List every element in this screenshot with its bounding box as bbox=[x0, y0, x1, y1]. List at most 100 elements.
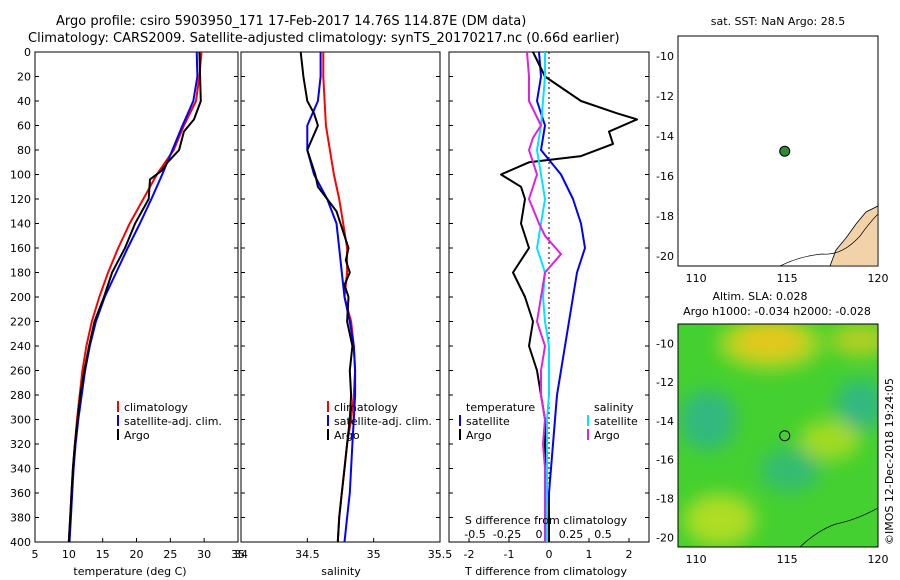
map-x-tick-label: 120 bbox=[868, 553, 889, 566]
temperature-xlabel: temperature (deg C) bbox=[73, 565, 186, 578]
map-y-tick-label: -12 bbox=[656, 376, 674, 389]
legend-label-temp-argo: Argo bbox=[466, 429, 492, 442]
sla-yellow-blob bbox=[830, 324, 878, 356]
x-tick-label: 25 bbox=[163, 548, 177, 561]
y-tick-label: 320 bbox=[10, 438, 31, 451]
sla-map-title: Altim. SLA: 0.028 bbox=[712, 290, 807, 303]
y-tick-label: 360 bbox=[10, 487, 31, 500]
sla-blobs bbox=[680, 324, 878, 546]
temperature-axes bbox=[34, 51, 239, 543]
map-y-tick-label: -12 bbox=[656, 90, 674, 103]
x-tick-label: 35.5 bbox=[428, 548, 453, 561]
series-line-argo bbox=[299, 52, 354, 542]
map-y-tick-label: -20 bbox=[656, 531, 674, 544]
legend-label-temp-satellite: satellite bbox=[466, 415, 510, 428]
map-y-tick-label: -10 bbox=[656, 337, 674, 350]
series-line-salinity-satellite bbox=[536, 52, 550, 542]
top-tick-label: 0.25 bbox=[559, 528, 584, 541]
sla-yellow-blob bbox=[718, 324, 822, 370]
map-y-tick-label: -10 bbox=[656, 50, 674, 63]
legend-label-argo: Argo bbox=[334, 429, 360, 442]
legend-label-satellite-adj: satellite-adj. clim. bbox=[124, 415, 222, 428]
x-tick-label: 1 bbox=[586, 548, 593, 561]
title-line-1: Argo profile: csiro 5903950_171 17-Feb-2… bbox=[56, 14, 526, 29]
map-x-tick-label: 120 bbox=[868, 272, 889, 285]
top-tick-label: -0.25 bbox=[493, 528, 521, 541]
x-tick-label: 35 bbox=[231, 548, 245, 561]
x-tick-label: 30 bbox=[197, 548, 211, 561]
difference-xlabel: T difference from climatology bbox=[464, 565, 627, 578]
sst-argo-marker bbox=[779, 145, 791, 157]
legend-label-argo: Argo bbox=[124, 429, 150, 442]
temperature-series bbox=[67, 52, 203, 542]
series-line-temperature-argo bbox=[500, 52, 638, 542]
salinity-series bbox=[299, 52, 357, 542]
top-tick-label: 0.5 bbox=[594, 528, 612, 541]
y-tick-label: 40 bbox=[17, 95, 31, 108]
map-y-tick-label: -18 bbox=[656, 210, 674, 223]
x-tick-label: -1 bbox=[504, 548, 515, 561]
y-tick-label: 220 bbox=[10, 316, 31, 329]
sla-low-blob bbox=[836, 379, 878, 431]
legend-label-satellite-adj: satellite-adj. clim. bbox=[334, 415, 432, 428]
difference-series bbox=[500, 52, 638, 542]
map-x-tick-label: 110 bbox=[686, 553, 707, 566]
map-y-tick-label: -16 bbox=[656, 454, 674, 467]
difference-top-xlabel: S difference from climatology bbox=[465, 514, 628, 527]
x-tick-label: 34 bbox=[234, 548, 248, 561]
series-line-satellite-adj-clim- bbox=[68, 52, 199, 542]
sst-map-title: sat. SST: NaN Argo: 28.5 bbox=[711, 15, 845, 28]
map-x-tick-label: 115 bbox=[777, 553, 798, 566]
sst-map-frame bbox=[677, 35, 879, 267]
x-tick-label: 10 bbox=[62, 548, 76, 561]
sst-map-land bbox=[779, 205, 878, 266]
salinity-xlabel: salinity bbox=[321, 565, 361, 578]
y-tick-label: 180 bbox=[10, 267, 31, 280]
difference-legend: temperature satellite Argo salinity sate… bbox=[459, 401, 638, 442]
map-y-tick-label: -14 bbox=[656, 130, 674, 143]
depth-contour bbox=[779, 213, 878, 266]
x-tick-label: 35 bbox=[367, 548, 381, 561]
axis-ticks: 5 10 15 20 25 30 35020406080100120140160180200… bbox=[10, 46, 889, 566]
map-y-tick-label: -20 bbox=[656, 250, 674, 263]
sla-map-subtitle: Argo h1000: -0.034 h2000: -0.028 bbox=[683, 305, 871, 318]
y-tick-label: 240 bbox=[10, 340, 31, 353]
y-tick-label: 100 bbox=[10, 169, 31, 182]
x-tick-label: 0 bbox=[546, 548, 553, 561]
map-y-tick-label: -18 bbox=[656, 493, 674, 506]
sla-low-blob bbox=[760, 448, 820, 492]
y-tick-label: 380 bbox=[10, 512, 31, 525]
sla-yellow-blob bbox=[684, 494, 756, 546]
x-tick-label: 34.5 bbox=[295, 548, 320, 561]
x-tick-label: -2 bbox=[464, 548, 475, 561]
sla-argo-marker bbox=[779, 430, 791, 442]
y-tick-label: 120 bbox=[10, 193, 31, 206]
legend-label-climatology: climatology bbox=[334, 401, 398, 414]
map-x-tick-label: 115 bbox=[777, 272, 798, 285]
legend-label-sal-argo: Argo bbox=[594, 429, 620, 442]
series-line-argo bbox=[67, 52, 202, 542]
sla-low-blob bbox=[680, 390, 736, 450]
x-tick-label: 2 bbox=[626, 548, 633, 561]
series-line-satellite-adj-clim- bbox=[306, 52, 357, 542]
y-tick-label: 300 bbox=[10, 414, 31, 427]
y-tick-label: 400 bbox=[10, 536, 31, 549]
x-tick-label: 20 bbox=[130, 548, 144, 561]
y-tick-label: 260 bbox=[10, 365, 31, 378]
sla-map-frame bbox=[677, 323, 879, 548]
y-tick-label: 20 bbox=[17, 71, 31, 84]
series-line-temperature-satellite bbox=[536, 52, 586, 542]
legend-label-sal-satellite: satellite bbox=[594, 415, 638, 428]
y-tick-label: 60 bbox=[17, 120, 31, 133]
x-tick-label: 15 bbox=[96, 548, 110, 561]
map-y-tick-label: -16 bbox=[656, 170, 674, 183]
land-polygon bbox=[829, 205, 878, 266]
depth-contour bbox=[799, 507, 878, 547]
legend-label-climatology: climatology bbox=[124, 401, 188, 414]
top-tick-label: -0.5 bbox=[464, 528, 485, 541]
title-line-2: Climatology: CARS2009. Satellite-adjuste… bbox=[28, 31, 620, 46]
legend-title-salinity: salinity bbox=[594, 401, 634, 414]
series-line-salinity-argo bbox=[526, 52, 562, 542]
salinity-legend: climatology satellite-adj. clim. Argo bbox=[327, 401, 432, 442]
